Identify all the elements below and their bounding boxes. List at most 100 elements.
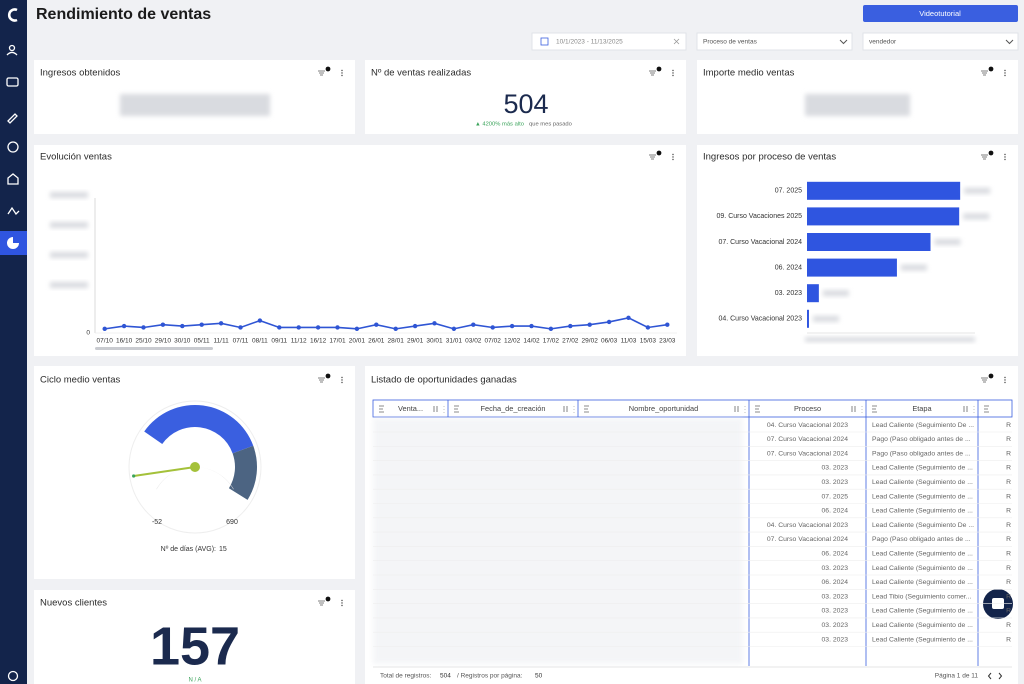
cell: 03. 2023 xyxy=(822,565,849,572)
chat-icon[interactable] xyxy=(6,77,19,87)
cell: R xyxy=(1006,422,1011,429)
column-header: Nombre_oportunidad xyxy=(629,404,698,413)
point xyxy=(529,323,534,329)
x-tick-label: 14/02 xyxy=(523,338,540,345)
money-icon[interactable] xyxy=(7,141,19,153)
cell: Lead Tibio (Seguimiento comer... xyxy=(872,593,971,600)
cell: Pago (Paso obligado antes de ... xyxy=(872,536,971,543)
cell: Pago (Paso obligado antes de ... xyxy=(872,450,971,457)
x-tick-label: 17/01 xyxy=(329,338,346,345)
menu-dot xyxy=(672,158,674,161)
scrollbar[interactable] xyxy=(95,347,213,350)
cell: 03. 2023 xyxy=(822,622,849,629)
filter-icon[interactable] xyxy=(318,377,325,383)
x-tick-label: 25/10 xyxy=(135,338,152,345)
cell: 07. Curso Vacacional 2024 xyxy=(767,436,848,443)
point xyxy=(277,325,282,330)
process-filter[interactable] xyxy=(696,32,853,51)
menu-dot xyxy=(341,69,343,72)
kpi-change: ▲ 4200% más alto xyxy=(475,122,524,128)
cell: R xyxy=(1006,579,1011,586)
line xyxy=(104,316,668,330)
sort-icon xyxy=(734,406,746,413)
x-tick-label: 31/01 xyxy=(446,338,463,345)
x-tick-label: 16/10 xyxy=(116,338,133,345)
cell: 07. 2025 xyxy=(822,493,849,500)
point xyxy=(432,321,437,326)
filter-icon[interactable] xyxy=(981,154,988,160)
table-header xyxy=(372,399,1013,418)
rocket-icon[interactable] xyxy=(7,113,18,124)
point xyxy=(548,326,554,332)
gauge-max: 690 xyxy=(226,519,238,526)
users-icon[interactable] xyxy=(8,44,16,52)
badge xyxy=(656,150,662,156)
settings-icon[interactable] xyxy=(7,670,19,682)
clients-note: N / A xyxy=(188,678,201,684)
cell: Lead Caliente (Seguimiento de ... xyxy=(872,579,973,586)
column-icon xyxy=(584,405,589,413)
x-tick-label: 15/03 xyxy=(640,338,657,345)
dropdown-icon xyxy=(1005,39,1014,45)
point xyxy=(218,321,224,326)
x-tick-label: 27/02 xyxy=(562,338,579,345)
filter-icon[interactable] xyxy=(981,70,988,76)
column-icon xyxy=(454,405,459,413)
menu-dot xyxy=(341,74,343,77)
menu-dot xyxy=(1004,376,1006,379)
tool-icon[interactable] xyxy=(7,206,20,216)
x-tick-label: 17/02 xyxy=(543,338,560,345)
sidebar xyxy=(0,0,27,684)
blurred-label xyxy=(822,290,849,297)
x-tick-label: 26/01 xyxy=(368,338,385,345)
menu-dot xyxy=(341,379,343,381)
x-tick-label: 29/01 xyxy=(407,338,424,345)
point xyxy=(451,326,457,332)
users-icon[interactable] xyxy=(6,51,18,56)
point xyxy=(121,323,127,329)
kpi-value: 504 xyxy=(503,89,548,119)
y-tick-label: 03. 2023 xyxy=(775,290,802,297)
cell: Lead Caliente (Seguimiento de ... xyxy=(872,565,973,572)
gauge-tip xyxy=(132,474,136,478)
cell: 06. 2024 xyxy=(822,550,849,557)
blurred-tick xyxy=(50,252,88,258)
point xyxy=(490,325,495,330)
filter-icon[interactable] xyxy=(981,377,988,383)
cell: 03. 2023 xyxy=(822,593,849,600)
gauge-hub xyxy=(190,462,200,472)
cell: R xyxy=(1006,450,1011,457)
x-tick-label: 12/02 xyxy=(504,338,521,345)
cell: Lead Caliente (Seguimiento de ... xyxy=(872,636,973,643)
page-title: Rendimiento de ventas xyxy=(36,6,211,23)
menu-dot xyxy=(1004,72,1006,74)
x-tick-label: 28/01 xyxy=(388,338,405,345)
filter-icon[interactable] xyxy=(318,600,325,606)
y-tick-label: 07. Curso Vacacional 2024 xyxy=(718,239,802,246)
videotutorial-button[interactable] xyxy=(863,5,1018,22)
point xyxy=(626,315,631,321)
cell: 04. Curso Vacacional 2023 xyxy=(767,522,848,529)
filter-icon[interactable] xyxy=(318,70,325,76)
badge xyxy=(988,373,994,379)
date-filter[interactable] xyxy=(531,32,687,51)
cell: R xyxy=(1006,508,1011,515)
cell: 06. 2024 xyxy=(822,579,849,586)
clear-icon[interactable] xyxy=(673,38,680,45)
column-icon xyxy=(872,405,877,413)
home-icon[interactable] xyxy=(7,173,19,185)
filter-icon[interactable] xyxy=(649,70,656,76)
pager-arrows[interactable] xyxy=(987,672,1003,680)
blurred-value xyxy=(805,94,910,116)
filter-icon[interactable] xyxy=(649,154,656,160)
point xyxy=(665,322,670,327)
column-header: Fecha_de_creación xyxy=(481,404,546,413)
footer-label: / Registros por página: xyxy=(457,673,523,680)
point xyxy=(645,325,651,330)
seller-filter[interactable] xyxy=(862,32,1019,51)
x-tick-label: 29/02 xyxy=(582,338,599,345)
x-tick-label: 30/10 xyxy=(174,338,191,345)
menu-dot xyxy=(1004,381,1006,384)
cell: R xyxy=(1006,636,1011,643)
bar xyxy=(807,181,961,200)
